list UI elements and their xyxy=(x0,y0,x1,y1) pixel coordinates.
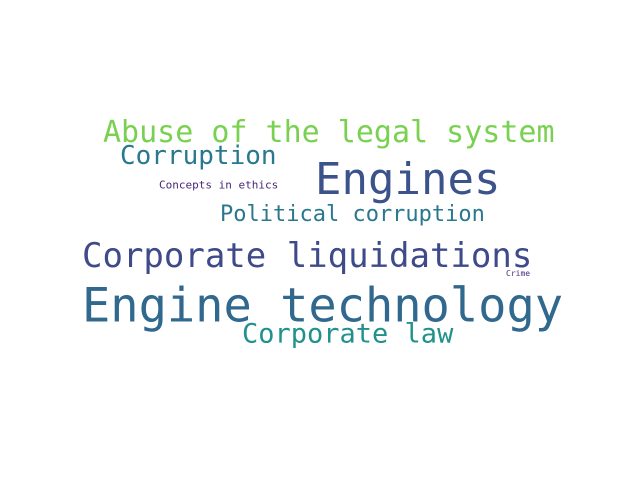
word-engine-technology: Engine technology xyxy=(82,278,564,334)
word-abuse-of-the-legal-system: Abuse of the legal system xyxy=(103,115,555,150)
word-crime: Crime xyxy=(506,269,531,278)
word-political-corruption: Political corruption xyxy=(220,202,485,227)
word-engines: Engines xyxy=(315,154,501,205)
word-concepts-in-ethics: Concepts in ethics xyxy=(159,178,279,192)
word-corporate-liquidations: Corporate liquidations xyxy=(82,236,533,276)
word-corruption: Corruption xyxy=(120,141,277,171)
word-corporate-law: Corporate law xyxy=(242,318,454,350)
